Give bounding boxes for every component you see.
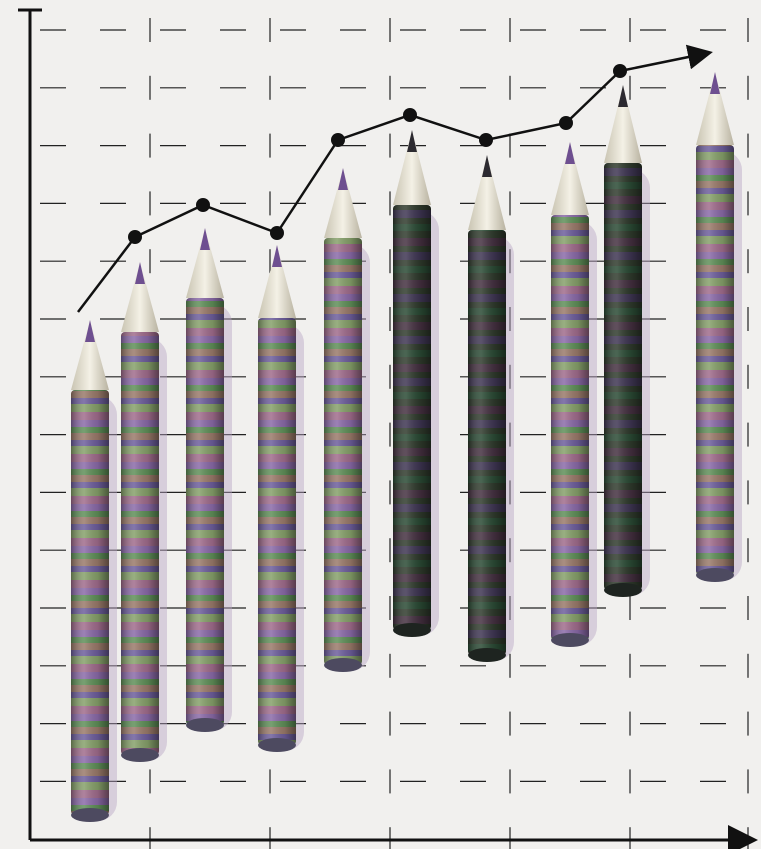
- pencil-end: [604, 583, 642, 597]
- pencil-shade: [468, 230, 506, 655]
- pencil-shade: [186, 298, 224, 725]
- pencil-end: [121, 748, 159, 762]
- trend-dot: [559, 116, 573, 130]
- pencil-end: [468, 648, 506, 662]
- pencil-shade: [121, 332, 159, 755]
- trend-arrow: [619, 44, 713, 73]
- pencil-wood: [258, 245, 296, 318]
- trend-dot: [331, 133, 345, 147]
- pencil-end: [324, 658, 362, 672]
- pencil-end: [71, 808, 109, 822]
- pencil-wood: [393, 130, 431, 205]
- trend-dot: [479, 133, 493, 147]
- pencil-wood: [324, 168, 362, 238]
- pencil-lead: [135, 262, 145, 284]
- pencil-lead: [482, 155, 492, 177]
- pencil-end: [551, 633, 589, 647]
- trend-dot: [613, 64, 627, 78]
- pencil-end: [258, 738, 296, 752]
- pencil-wood: [71, 320, 109, 390]
- pencil-lead: [407, 130, 417, 152]
- pencil-shade: [604, 163, 642, 590]
- pencil-lead: [272, 245, 282, 267]
- pencil-wood: [551, 142, 589, 215]
- pencil-lead: [565, 142, 575, 164]
- pencil-wood: [186, 228, 224, 298]
- pencil-wood: [468, 155, 506, 230]
- pencil-shade: [393, 205, 431, 630]
- pencil-shade: [324, 238, 362, 665]
- pencil-lead: [710, 72, 720, 94]
- pencil-shade: [258, 318, 296, 745]
- pencil-wood: [696, 72, 734, 145]
- pencil-wood: [121, 262, 159, 332]
- pencil-end: [696, 568, 734, 582]
- trend-dot: [128, 230, 142, 244]
- pencil-lead: [618, 85, 628, 107]
- pencil-shade: [551, 215, 589, 640]
- pencil-end: [186, 718, 224, 732]
- pencil-lead: [338, 168, 348, 190]
- pencil-lead: [200, 228, 210, 250]
- trend-dot: [403, 108, 417, 122]
- pencil-shade: [696, 145, 734, 575]
- pencil-shade: [71, 390, 109, 815]
- trend-dot: [270, 226, 284, 240]
- trend-line: [77, 44, 713, 313]
- pencil-end: [393, 623, 431, 637]
- trend-dot: [196, 198, 210, 212]
- pencil-lead: [85, 320, 95, 342]
- pencil-wood: [604, 85, 642, 163]
- pencils: [71, 72, 742, 822]
